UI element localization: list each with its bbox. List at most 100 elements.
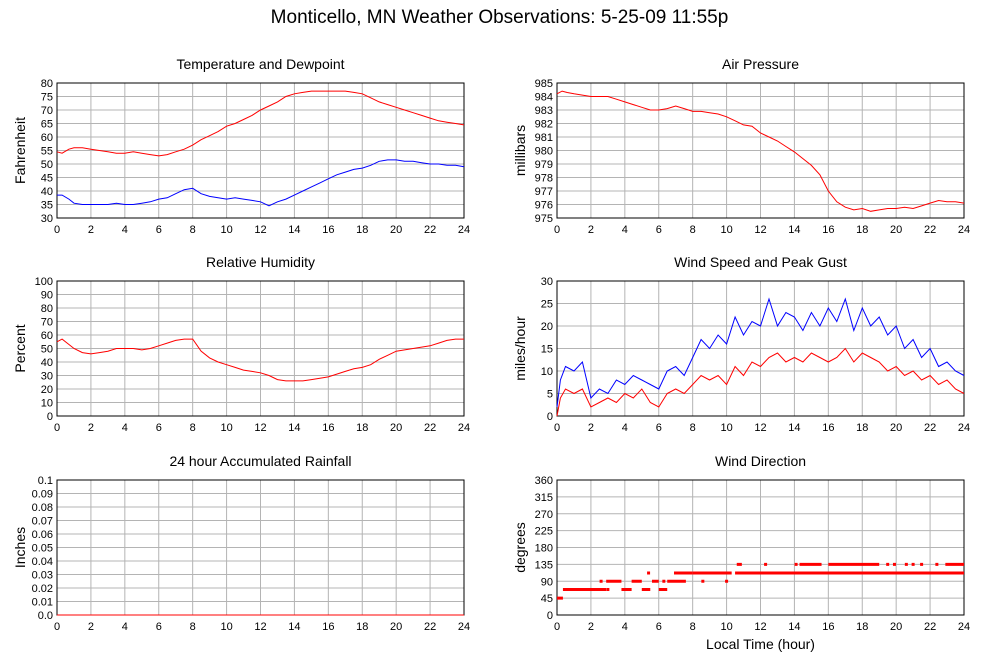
x-tick-label: 8 [690, 224, 696, 236]
x-tick-label: 0 [54, 621, 60, 633]
y-axis-label: millibars [512, 125, 528, 176]
y-tick-label: 30 [541, 276, 553, 288]
x-tick-label: 14 [788, 224, 800, 236]
x-tick-label: 18 [856, 224, 868, 236]
series-line [556, 347, 965, 417]
x-tick-label: 8 [190, 621, 196, 633]
x-tick-label: 10 [720, 422, 732, 434]
y-tick-label: 360 [535, 475, 553, 487]
x-tick-label: 6 [656, 621, 662, 633]
direction-point [870, 571, 874, 575]
y-tick-label: 315 [535, 492, 553, 504]
x-tick-label: 16 [322, 621, 334, 633]
y-tick-label: 0.08 [32, 502, 53, 514]
x-tick-label: 18 [856, 621, 868, 633]
y-tick-label: 976 [535, 200, 553, 212]
y-tick-label: 0 [547, 610, 553, 622]
x-tick-label: 20 [890, 422, 902, 434]
x-tick-label: 10 [220, 422, 232, 434]
x-tick-label: 22 [424, 422, 436, 434]
y-tick-label: 0.03 [32, 570, 53, 582]
y-tick-label: 55 [41, 146, 53, 158]
y-tick-label: 80 [41, 303, 53, 315]
direction-point [837, 571, 841, 575]
x-tick-label: 12 [754, 224, 766, 236]
x-tick-label: 22 [924, 422, 936, 434]
y-tick-label: 25 [541, 299, 553, 311]
x-tick-label: 16 [322, 224, 334, 236]
grid [556, 479, 965, 616]
y-tick-label: 90 [541, 576, 553, 588]
grid [56, 479, 465, 616]
direction-point [764, 562, 768, 566]
x-tick-label: 12 [754, 621, 766, 633]
y-tick-label: 20 [41, 384, 53, 396]
y-tick-label: 70 [41, 105, 53, 117]
x-tick-label: 6 [656, 422, 662, 434]
y-tick-label: 0.07 [32, 516, 53, 528]
y-tick-label: 135 [535, 559, 553, 571]
chart-title: Temperature and Dewpoint [176, 56, 344, 72]
x-tick-label: 22 [924, 621, 936, 633]
x-tick-label: 0 [554, 422, 560, 434]
y-tick-label: 10 [541, 366, 553, 378]
y-tick-label: 975 [535, 213, 553, 225]
y-tick-label: 65 [41, 119, 53, 131]
x-tick-label: 2 [588, 224, 594, 236]
series-line [56, 338, 464, 382]
direction-point [806, 571, 810, 575]
x-tick-label: 2 [588, 621, 594, 633]
x-tick-label: 8 [190, 422, 196, 434]
y-tick-label: 978 [535, 173, 553, 185]
x-tick-label: 4 [122, 621, 128, 633]
y-tick-label: 981 [535, 132, 553, 144]
x-tick-label: 20 [890, 224, 902, 236]
y-tick-label: 979 [535, 159, 553, 171]
y-tick-label: 60 [41, 132, 53, 144]
x-tick-label: 6 [656, 224, 662, 236]
x-tick-label: 4 [622, 224, 628, 236]
direction-point [911, 562, 915, 566]
y-tick-label: 30 [41, 213, 53, 225]
x-tick-label: 12 [254, 621, 266, 633]
x-tick-label: 10 [720, 621, 732, 633]
x-tick-label: 20 [390, 422, 402, 434]
y-tick-label: 0.05 [32, 543, 53, 555]
x-tick-label: 12 [254, 224, 266, 236]
y-tick-label: 100 [35, 276, 53, 288]
series-line [556, 297, 965, 408]
x-tick-label: 18 [856, 422, 868, 434]
series-line [57, 159, 465, 207]
direction-point [955, 571, 959, 575]
x-tick-label: 2 [588, 422, 594, 434]
x-tick-label: 4 [622, 621, 628, 633]
x-tick-label: 24 [958, 621, 970, 633]
y-axis-label: Percent [12, 324, 28, 372]
y-tick-label: 80 [41, 78, 53, 90]
direction-point [935, 562, 939, 566]
chart-title: Wind Speed and Peak Gust [674, 254, 847, 270]
direction-points [557, 562, 964, 600]
y-tick-label: 15 [541, 344, 553, 356]
direction-point [647, 571, 651, 575]
y-tick-label: 20 [541, 321, 553, 333]
x-tick-label: 10 [220, 224, 232, 236]
y-tick-label: 10 [41, 398, 53, 410]
x-tick-label: 0 [554, 224, 560, 236]
x-tick-label: 2 [88, 422, 94, 434]
y-axis-label: Inches [12, 527, 28, 568]
y-tick-label: 45 [541, 593, 553, 605]
x-tick-label: 0 [54, 422, 60, 434]
y-tick-label: 70 [41, 317, 53, 329]
plot-frame [56, 280, 465, 417]
y-tick-label: 0 [47, 411, 53, 423]
x-tick-label: 22 [924, 224, 936, 236]
x-tick-label: 8 [690, 422, 696, 434]
x-tick-label: 4 [622, 422, 628, 434]
y-tick-label: 40 [41, 357, 53, 369]
y-tick-label: 90 [41, 290, 53, 302]
plot-frame [556, 479, 965, 616]
